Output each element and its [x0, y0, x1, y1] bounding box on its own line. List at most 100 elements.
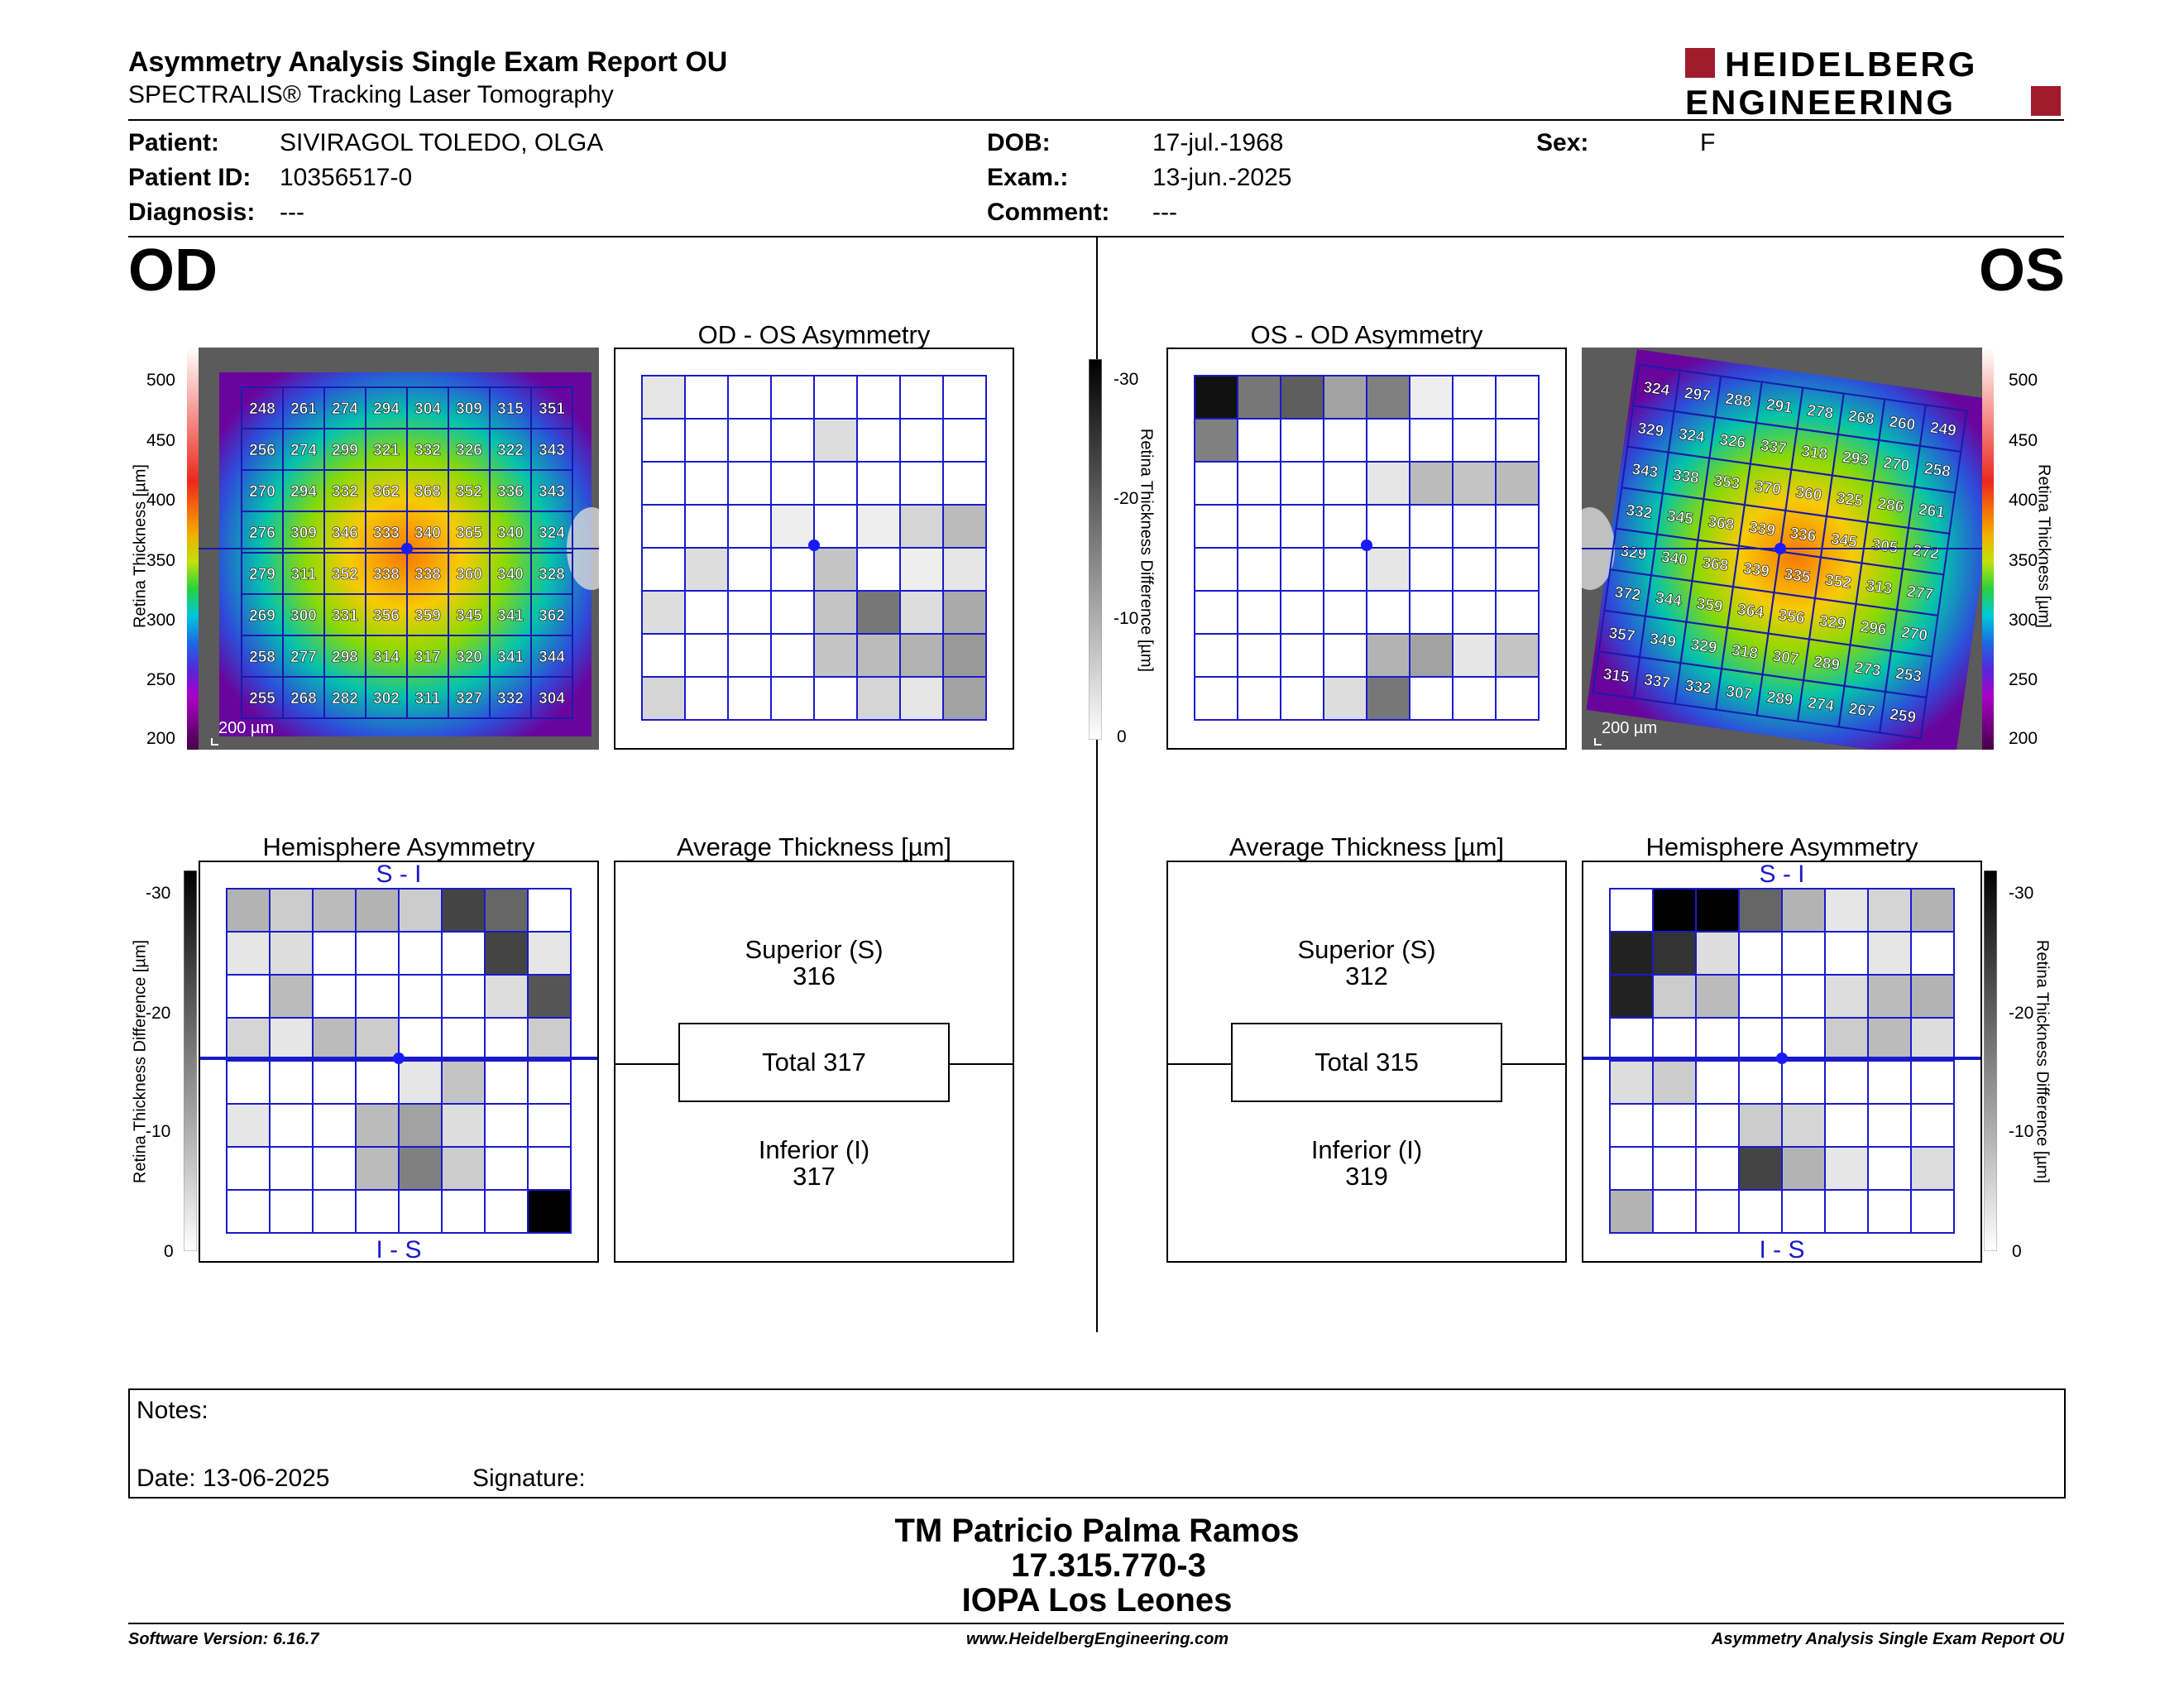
si-label: S - I — [1759, 862, 1804, 888]
asymmetry-cell — [684, 676, 729, 721]
asymmetry-cell — [727, 633, 772, 678]
hemisphere-cell — [1910, 974, 1955, 1019]
hemisphere-cell — [1824, 931, 1869, 976]
hemisphere-cell — [226, 974, 271, 1019]
footer-version: Software Version: 6.16.7 — [128, 1630, 319, 1648]
hemisphere-cell — [1824, 888, 1869, 933]
od-superior-label: Superior (S) — [745, 935, 884, 964]
asymmetry-cell — [1452, 676, 1497, 721]
logo-line2: ENGINEERING — [1685, 83, 1956, 119]
thickness-value: 270 — [1882, 454, 1910, 475]
diff-colorbar-top — [1088, 358, 1103, 741]
hemisphere-cell — [441, 1189, 486, 1234]
thickness-value: 336 — [497, 483, 524, 501]
hemisphere-cell — [1652, 1103, 1697, 1148]
hemisphere-cell — [1910, 1103, 1955, 1148]
thickness-value: 298 — [332, 649, 358, 666]
thickness-value: 332 — [1684, 677, 1712, 698]
hemisphere-cell — [1609, 1103, 1654, 1148]
thickness-value: 351 — [539, 400, 565, 418]
asymmetry-cell — [1237, 375, 1281, 420]
thickness-value: 261 — [290, 400, 317, 418]
os-thickness-svg: 324 297 288 291 278 268 260 249 329 324 326 337 318 2… — [1565, 348, 2006, 762]
thickness-value: 344 — [539, 649, 565, 666]
asymmetry-cell — [727, 375, 772, 420]
hemisphere-cell — [1781, 888, 1826, 933]
asymmetry-cell — [1452, 633, 1497, 678]
fovea-marker — [1776, 1053, 1788, 1064]
asymmetry-cell — [1452, 461, 1497, 506]
hemisphere-cell — [355, 974, 400, 1019]
thickness-value: 356 — [1777, 607, 1805, 627]
os-asym-panel — [1166, 348, 1567, 750]
scale-label: 200 µm — [1602, 719, 1657, 737]
thickness-value: 328 — [539, 566, 565, 583]
asymmetry-cell — [1495, 590, 1540, 635]
hemisphere-cell — [1609, 1189, 1654, 1234]
asymmetry-cell — [1194, 633, 1238, 678]
asymmetry-cell — [1323, 418, 1367, 463]
od-hemi-axis-label: Retina Thickness Difference [µm] — [131, 939, 150, 1184]
hemisphere-cell — [484, 974, 529, 1019]
thickness-value: 349 — [1649, 631, 1677, 651]
os-superior-value: 312 — [1345, 961, 1388, 990]
asymmetry-cell — [856, 633, 901, 678]
hemisphere-cell — [355, 931, 400, 976]
asymmetry-cell — [942, 633, 987, 678]
thickness-value: 325 — [1836, 490, 1865, 511]
signature-label: Signature: — [472, 1465, 586, 1492]
asymmetry-cell — [1280, 504, 1324, 549]
hemisphere-cell — [1652, 888, 1697, 933]
patient-label: Patient: — [128, 129, 220, 156]
asymmetry-cell — [684, 461, 729, 506]
thickness-value: 313 — [1865, 578, 1893, 598]
hemisphere-cell — [1652, 1146, 1697, 1191]
footer-url[interactable]: www.HeidelbergEngineering.com — [966, 1630, 1229, 1648]
asymmetry-cell — [1194, 375, 1238, 420]
asymmetry-cell — [1409, 461, 1454, 506]
hemisphere-cell — [1910, 1146, 1955, 1191]
thickness-value: 277 — [1906, 583, 1934, 604]
scale-label: 200 µm — [218, 719, 274, 737]
thickness-value: 268 — [1847, 408, 1875, 429]
thickness-value: 322 — [497, 442, 524, 459]
thickness-value: 272 — [1912, 542, 1940, 563]
asymmetry-cell — [1280, 461, 1324, 506]
od-hemi-colorbar — [183, 870, 198, 1252]
asymmetry-cell — [942, 375, 987, 420]
thickness-value: 305 — [1870, 536, 1899, 557]
asymmetry-cell — [1280, 590, 1324, 635]
thickness-value: 294 — [373, 400, 400, 418]
os-avg-title: Average Thickness [µm] — [1228, 832, 1505, 861]
hemisphere-cell — [527, 974, 572, 1019]
asymmetry-cell — [1237, 461, 1281, 506]
is-label: I - S — [1759, 1236, 1804, 1261]
asymmetry-cell — [770, 676, 815, 721]
thickness-value: 318 — [1731, 642, 1759, 663]
asymmetry-cell — [727, 590, 772, 635]
diagnosis-label: Diagnosis: — [128, 199, 256, 226]
thickness-value: 324 — [1642, 379, 1671, 400]
asymmetry-cell — [1194, 547, 1238, 592]
hemisphere-cell — [312, 888, 357, 933]
hemisphere-cell — [1738, 1189, 1783, 1234]
os-thickness-axis-label: Retina Thickness [µm] — [2034, 464, 2053, 628]
hemisphere-cell — [441, 1017, 486, 1062]
thickness-heatmap — [219, 372, 592, 736]
asymmetry-cell — [1366, 590, 1410, 635]
thickness-value: 343 — [1631, 461, 1659, 482]
hemisphere-cell — [1824, 1103, 1869, 1148]
hemisphere-cell — [1652, 974, 1697, 1019]
asymmetry-cell — [899, 590, 944, 635]
hemisphere-cell — [312, 1017, 357, 1062]
asymmetry-cell — [899, 633, 944, 678]
thickness-value: 341 — [497, 607, 524, 625]
thickness-value: 364 — [1736, 601, 1765, 621]
asymmetry-cell — [856, 676, 901, 721]
asymmetry-cell — [856, 375, 901, 420]
thickness-value: 253 — [1894, 665, 1923, 686]
hemisphere-cell — [269, 888, 314, 933]
notes-box[interactable]: Notes: Date: 13-06-2025 Signature: — [128, 1388, 2066, 1499]
notes-label: Notes: — [136, 1397, 208, 1424]
asymmetry-cell — [684, 547, 729, 592]
